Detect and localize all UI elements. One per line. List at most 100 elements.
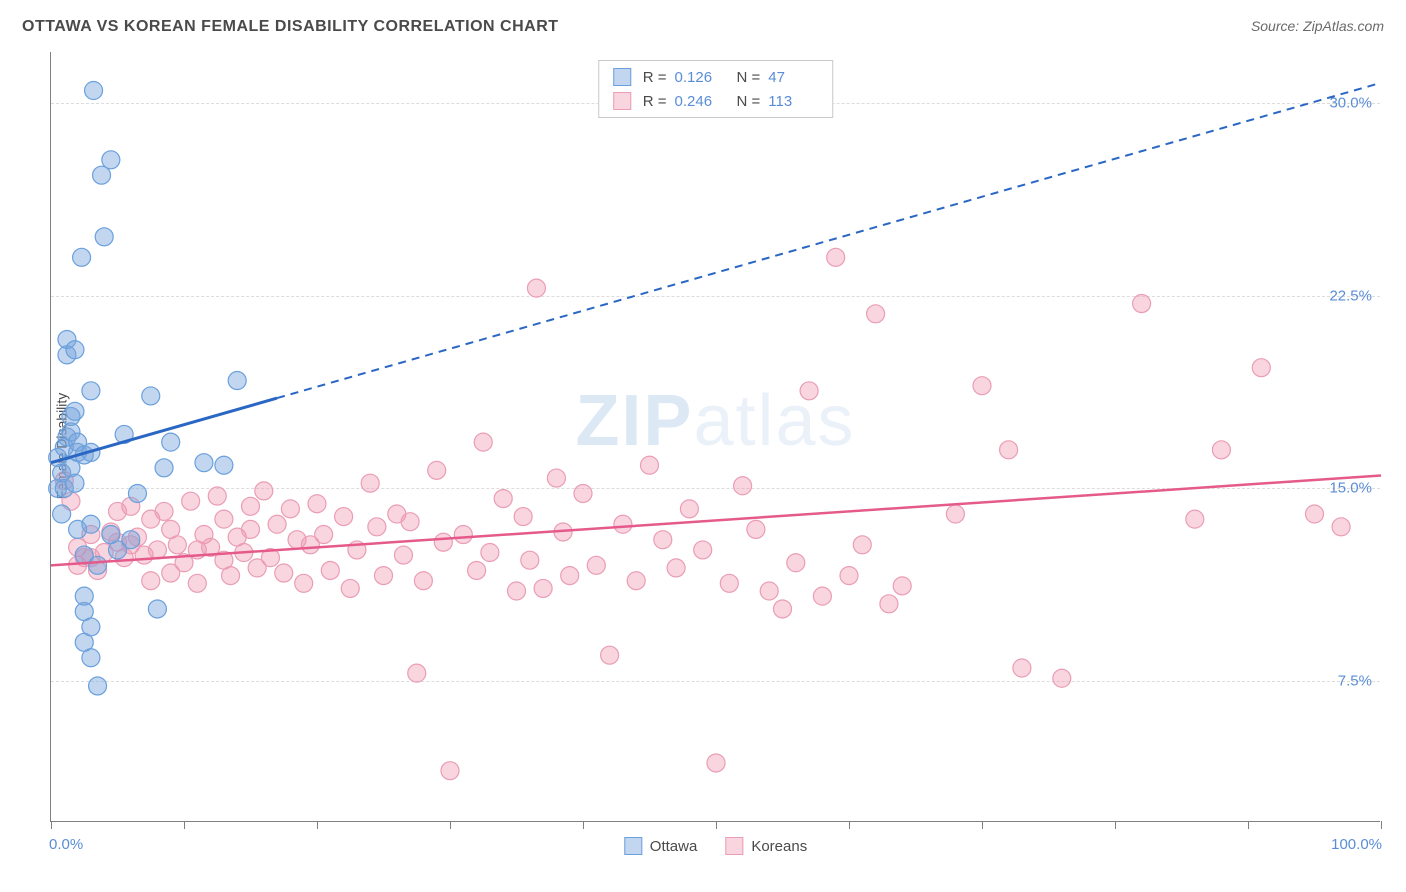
koreans-point xyxy=(168,536,186,554)
ottawa-n-value: 47 xyxy=(768,69,818,86)
plot-area: ZIPatlas 7.5%15.0%22.5%30.0% R = 0.126 N… xyxy=(50,52,1380,822)
koreans-point xyxy=(521,551,539,569)
koreans-n-value: 113 xyxy=(768,93,818,110)
koreans-point xyxy=(315,526,333,544)
koreans-point xyxy=(434,533,452,551)
koreans-swatch-icon xyxy=(725,837,743,855)
ottawa-point xyxy=(82,382,100,400)
koreans-point xyxy=(680,500,698,518)
koreans-point xyxy=(1000,441,1018,459)
x-tick xyxy=(450,821,451,829)
ottawa-point xyxy=(122,531,140,549)
legend-row-koreans: R = 0.246 N = 113 xyxy=(599,89,833,113)
koreans-series-label: Koreans xyxy=(751,838,807,855)
koreans-point xyxy=(155,502,173,520)
ottawa-point xyxy=(89,556,107,574)
ottawa-point xyxy=(148,600,166,618)
koreans-point xyxy=(428,461,446,479)
koreans-point xyxy=(401,513,419,531)
koreans-point xyxy=(813,587,831,605)
koreans-point xyxy=(853,536,871,554)
ottawa-point xyxy=(228,372,246,390)
koreans-point xyxy=(800,382,818,400)
koreans-point xyxy=(1053,669,1071,687)
legend-row-ottawa: R = 0.126 N = 47 xyxy=(599,65,833,89)
koreans-point xyxy=(893,577,911,595)
koreans-point xyxy=(375,567,393,585)
koreans-point xyxy=(408,664,426,682)
ottawa-point xyxy=(195,454,213,472)
koreans-point xyxy=(182,492,200,510)
koreans-point xyxy=(441,762,459,780)
r-label: R = xyxy=(643,69,667,86)
ottawa-swatch-icon xyxy=(613,68,631,86)
koreans-point xyxy=(1013,659,1031,677)
header: OTTAWA VS KOREAN FEMALE DISABILITY CORRE… xyxy=(22,18,1384,36)
koreans-point xyxy=(308,495,326,513)
x-tick xyxy=(1381,821,1382,829)
koreans-point xyxy=(281,500,299,518)
koreans-point xyxy=(222,567,240,585)
koreans-point xyxy=(973,377,991,395)
legend-series: Ottawa Koreans xyxy=(624,837,807,855)
koreans-point xyxy=(1186,510,1204,528)
koreans-point xyxy=(481,544,499,562)
koreans-point xyxy=(368,518,386,536)
koreans-point xyxy=(454,526,472,544)
koreans-point xyxy=(946,505,964,523)
koreans-point xyxy=(255,482,273,500)
koreans-point xyxy=(720,574,738,592)
koreans-point xyxy=(242,520,260,538)
x-tick xyxy=(317,821,318,829)
koreans-point xyxy=(215,510,233,528)
koreans-point xyxy=(547,469,565,487)
koreans-point xyxy=(707,754,725,772)
koreans-point xyxy=(587,556,605,574)
x-tick xyxy=(1248,821,1249,829)
koreans-point xyxy=(1133,295,1151,313)
x-tick xyxy=(849,821,850,829)
koreans-point xyxy=(827,248,845,266)
koreans-point xyxy=(494,490,512,508)
ottawa-point xyxy=(66,474,84,492)
koreans-point xyxy=(627,572,645,590)
koreans-point xyxy=(268,515,286,533)
ottawa-point xyxy=(73,248,91,266)
koreans-point xyxy=(361,474,379,492)
r-label: R = xyxy=(643,93,667,110)
x-tick xyxy=(184,821,185,829)
koreans-point xyxy=(295,574,313,592)
ottawa-point xyxy=(142,387,160,405)
ottawa-point xyxy=(66,402,84,420)
x-tick xyxy=(982,821,983,829)
ottawa-point xyxy=(66,341,84,359)
koreans-point xyxy=(508,582,526,600)
ottawa-point xyxy=(102,151,120,169)
source-label: Source: ZipAtlas.com xyxy=(1251,18,1384,34)
koreans-point xyxy=(142,572,160,590)
koreans-point xyxy=(321,561,339,579)
koreans-point xyxy=(208,487,226,505)
koreans-point xyxy=(394,546,412,564)
ottawa-point xyxy=(128,484,146,502)
koreans-point xyxy=(242,497,260,515)
chart-svg xyxy=(51,52,1380,821)
ottawa-trendline-solid xyxy=(51,398,277,463)
koreans-point xyxy=(474,433,492,451)
x-axis-min-label: 0.0% xyxy=(49,836,83,853)
x-tick xyxy=(583,821,584,829)
ottawa-point xyxy=(85,82,103,100)
koreans-point xyxy=(341,579,359,597)
koreans-point xyxy=(468,561,486,579)
koreans-point xyxy=(514,508,532,526)
koreans-point xyxy=(1252,359,1270,377)
koreans-point xyxy=(148,541,166,559)
koreans-point xyxy=(561,567,579,585)
ottawa-point xyxy=(162,433,180,451)
koreans-point xyxy=(840,567,858,585)
legend-item-ottawa: Ottawa xyxy=(624,837,698,855)
koreans-point xyxy=(534,579,552,597)
koreans-point xyxy=(760,582,778,600)
ottawa-point xyxy=(82,515,100,533)
legend-item-koreans: Koreans xyxy=(725,837,807,855)
